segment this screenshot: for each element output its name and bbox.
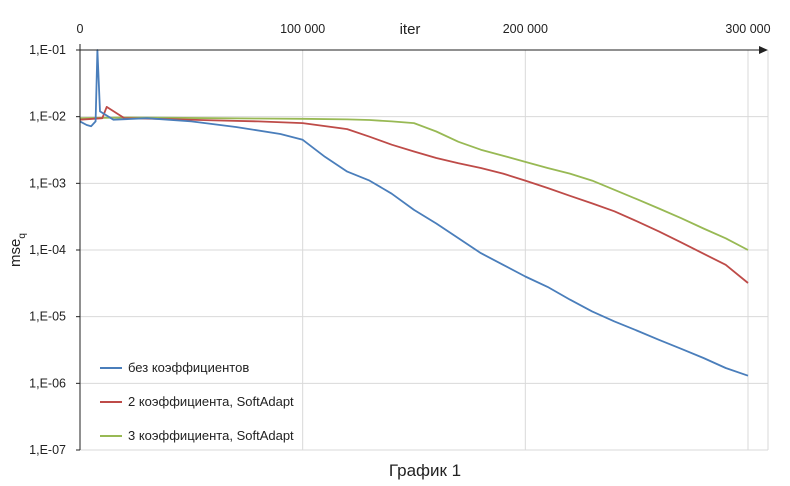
- legend: без коэффициентов 2 коэффициента, SoftAda…: [100, 360, 294, 443]
- legend-label-3: 3 коэффициента, SoftAdapt: [128, 428, 294, 443]
- tick-labels: 0 100 000 200 000 300 000 1,E-01 1,E-02 1,E-03…: [29, 22, 770, 457]
- y-axis-title-main: mse: [7, 239, 24, 267]
- chart-caption: График 1: [389, 461, 461, 480]
- y-tick-label: 1,E-07: [29, 443, 66, 457]
- y-tick-label: 1,E-03: [29, 176, 66, 190]
- y-tick-label: 1,E-04: [29, 243, 66, 257]
- series-line-1: [79, 49, 749, 377]
- y-tick-label: 1,E-06: [29, 376, 66, 390]
- y-axis-title: mseq: [7, 233, 28, 267]
- x-tick-label: 0: [77, 22, 84, 36]
- grid: [76, 49, 769, 451]
- series-line-2: [79, 106, 749, 284]
- y-tick-label: 1,E-02: [29, 110, 66, 124]
- x-axis-arrow: [759, 46, 768, 54]
- x-tick-label: 300 000: [725, 22, 770, 36]
- x-axis-title: iter: [400, 21, 421, 38]
- x-tick-label: 100 000: [280, 22, 325, 36]
- y-tick-label: 1,E-01: [29, 43, 66, 57]
- legend-label-2: 2 коэффициента, SoftAdapt: [128, 394, 294, 409]
- y-axis-title-subscript: q: [17, 233, 28, 239]
- svg-text:mseq: mseq: [7, 233, 28, 267]
- x-tick-label: 200 000: [503, 22, 548, 36]
- axes: [79, 44, 768, 450]
- legend-label-1: без коэффициентов: [128, 360, 249, 375]
- y-tick-label: 1,E-05: [29, 310, 66, 324]
- series-line-3: [79, 116, 749, 251]
- series-layer: [79, 49, 749, 377]
